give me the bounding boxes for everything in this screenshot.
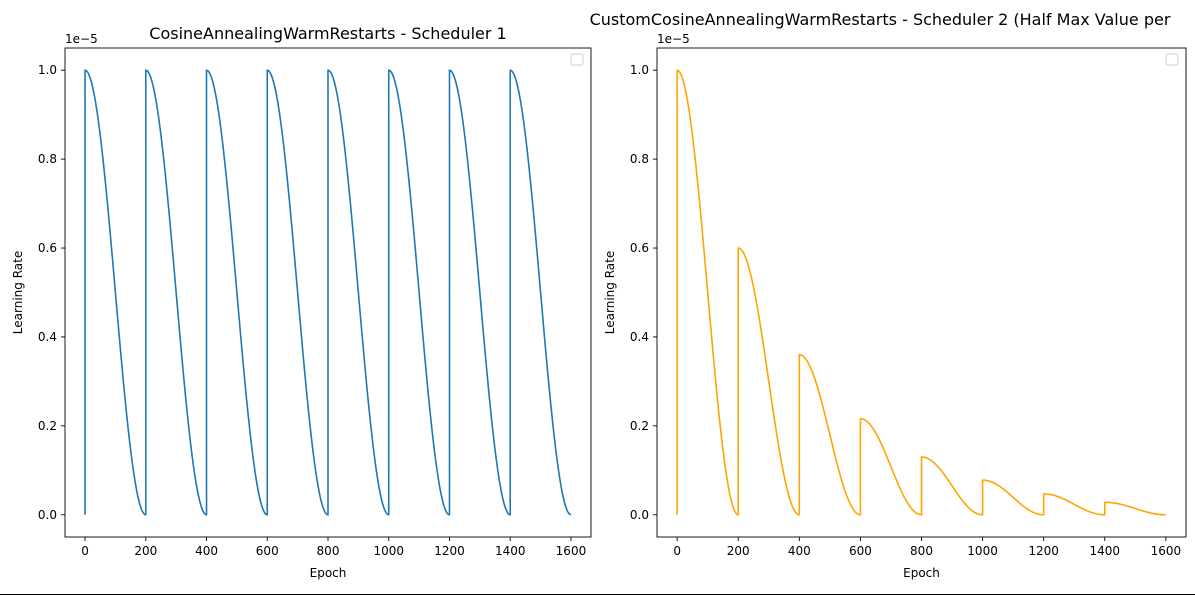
x-tick-label: 0 (673, 544, 681, 558)
y-tick-label: 0.6 (38, 241, 57, 255)
y-multiplier-label: 1e−5 (657, 32, 690, 46)
y-tick-label: 0.8 (630, 152, 649, 166)
x-tick-label: 600 (849, 544, 872, 558)
x-tick-label: 200 (727, 544, 750, 558)
y-tick-label: 0.0 (38, 508, 57, 522)
x-tick-label: 1600 (556, 544, 587, 558)
x-tick-label: 1600 (1151, 544, 1182, 558)
x-tick-label: 1200 (1028, 544, 1059, 558)
series-line-0 (676, 69, 1166, 516)
series-line-0 (84, 69, 572, 516)
y-tick-label: 0.4 (38, 330, 57, 344)
y-tick-label: 1.0 (38, 63, 57, 77)
y-tick-label: 1.0 (630, 63, 649, 77)
y-axis-label: Learning Rate (603, 251, 617, 334)
x-tick-label: 1400 (495, 544, 526, 558)
chart-title: CosineAnnealingWarmRestarts - Scheduler … (149, 24, 506, 43)
x-tick-label: 1400 (1089, 544, 1120, 558)
legend-box (1165, 53, 1179, 66)
x-tick-label: 600 (256, 544, 279, 558)
y-tick-label: 0.0 (630, 508, 649, 522)
chart-scheduler-2: 0 200 400 600 800 1000 1200 1400 1600 0.0 0.2 0.4 0.… (590, 10, 1187, 580)
y-tick-label: 0.4 (630, 330, 649, 344)
x-tick-label: 1000 (967, 544, 998, 558)
y-tick-label: 0.8 (38, 152, 57, 166)
y-tick-label: 0.6 (630, 241, 649, 255)
x-tick-label: 800 (910, 544, 933, 558)
bottom-divider (0, 594, 1195, 595)
x-axis-label: Epoch (903, 566, 940, 580)
y-tick-label: 0.2 (38, 419, 57, 433)
x-tick-label: 800 (317, 544, 340, 558)
y-tick-label: 0.2 (630, 419, 649, 433)
x-tick-label: 400 (195, 544, 218, 558)
x-axis-label: Epoch (310, 566, 347, 580)
y-multiplier-label: 1e−5 (65, 32, 98, 46)
x-tick-label: 200 (134, 544, 157, 558)
x-tick-label: 1000 (373, 544, 404, 558)
x-tick-label: 1200 (434, 544, 465, 558)
y-axis-label: Learning Rate (11, 251, 25, 334)
chart-title: CustomCosineAnnealingWarmRestarts - Sche… (590, 10, 1171, 29)
x-tick-label: 400 (788, 544, 811, 558)
chart-scheduler-1: 0 200 400 600 800 1000 1200 1400 1600 0.0 0.2 0.4 0.… (11, 24, 592, 580)
legend-box (570, 53, 584, 66)
x-tick-label: 0 (81, 544, 89, 558)
